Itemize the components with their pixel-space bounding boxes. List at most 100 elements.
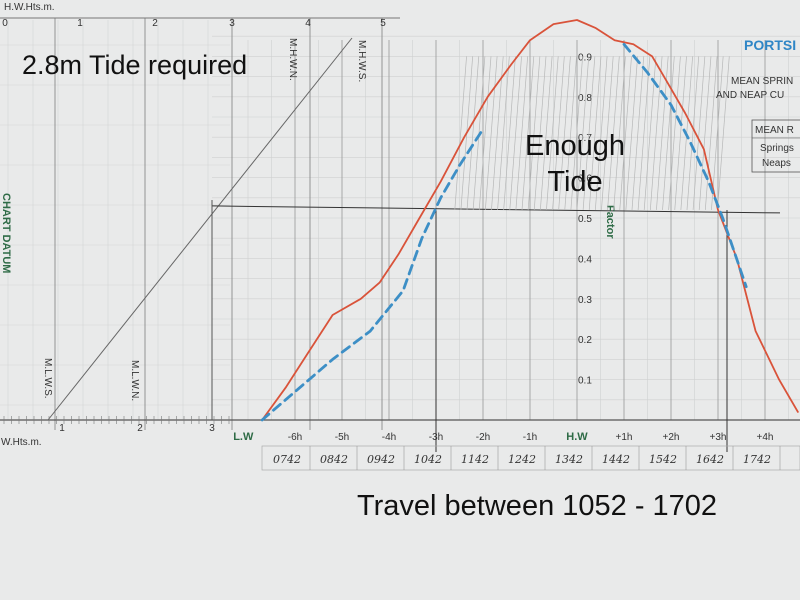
neaps-curve — [260, 127, 485, 422]
label-mhws: M.H.W.S. — [356, 40, 367, 82]
annotation-travel-window: Travel between 1052 - 1702 — [357, 490, 718, 522]
bottom-height-tick: 3 — [209, 423, 215, 434]
range-diagonal-line — [47, 37, 353, 421]
top-height-tick: 1 — [77, 18, 83, 29]
handwritten-time: 1742 — [743, 453, 771, 466]
factor-tick: 0.1 — [578, 376, 592, 387]
hatch-stroke — [582, 56, 596, 210]
chart-subtitle-line2: AND NEAP CU — [716, 90, 784, 101]
hatch-stroke — [539, 56, 553, 210]
hour-tick: +2h — [663, 432, 680, 443]
bottom-axis-label: W.Hts.m. — [1, 437, 42, 448]
hour-tick: -6h — [288, 432, 302, 443]
hatch-stroke — [491, 56, 504, 210]
hatch-stroke — [711, 56, 724, 210]
hatch-stroke — [509, 56, 522, 210]
label-mlws: M.L.W.S. — [42, 358, 53, 399]
legend-box — [751, 119, 800, 173]
legend-title: MEAN R — [755, 125, 794, 136]
hatch-stroke — [497, 56, 510, 210]
hour-tick: H.W — [566, 431, 588, 443]
hour-tick: +4h — [757, 432, 774, 443]
factor-tick: 0.3 — [578, 295, 592, 306]
factor-tick: 0.8 — [578, 93, 592, 104]
hatch-stroke — [631, 56, 645, 210]
factor-tick: 0.2 — [578, 335, 592, 346]
hour-tick: -3h — [429, 432, 443, 443]
hatch-stroke — [662, 56, 675, 210]
top-height-tick: 4 — [305, 18, 311, 29]
hatch-stroke — [692, 56, 706, 210]
hatch-stroke — [521, 56, 535, 210]
hatch-stroke — [570, 56, 583, 210]
hatch-stroke — [698, 56, 712, 210]
handwritten-time: 1342 — [555, 453, 583, 466]
hatch-stroke — [625, 56, 638, 210]
hatch-stroke — [552, 56, 565, 210]
factor-tick: 0.5 — [578, 214, 592, 225]
top-height-tick: 3 — [229, 18, 235, 29]
hatch-stroke — [485, 56, 498, 210]
hatch-stroke — [619, 56, 632, 210]
handwritten-time: 1142 — [461, 453, 489, 466]
handwritten-time: 1542 — [649, 453, 677, 466]
top-height-tick: 2 — [152, 18, 158, 29]
factor-tick: 0.7 — [578, 133, 592, 144]
hour-tick: +1h — [616, 432, 633, 443]
time-strip — [261, 445, 800, 471]
hatch-stroke — [466, 56, 480, 210]
factor-label: Factor — [604, 205, 616, 239]
hatch-stroke — [686, 56, 700, 210]
factor-tick: 0.4 — [578, 254, 592, 265]
handwritten-time: 1042 — [414, 453, 442, 466]
hatch-stroke — [454, 56, 467, 210]
handwritten-time: 1442 — [602, 453, 630, 466]
bottom-height-tick: 1 — [59, 423, 65, 434]
hatch-stroke — [674, 56, 687, 210]
legend-neaps: Neaps — [762, 158, 791, 169]
hatch-stroke — [668, 56, 681, 210]
annotation-tide-required: 2.8m Tide required — [22, 50, 248, 80]
bottom-height-tick: 2 — [137, 423, 143, 434]
handwritten-time: 0942 — [367, 453, 395, 466]
hatch-stroke — [533, 56, 547, 210]
handwritten-time: 0742 — [273, 453, 301, 466]
top-height-tick: 5 — [380, 18, 386, 29]
label-mlwn: M.L.W.N. — [129, 360, 140, 401]
annotation-enough-line2: Tide — [547, 166, 603, 198]
handwritten-time: 1642 — [696, 453, 724, 466]
factor-tick: 0.9 — [578, 52, 592, 63]
chart-datum-label: CHART DATUM — [0, 193, 12, 273]
label-mhwn: M.H.W.N. — [287, 38, 298, 81]
hatch-stroke — [717, 56, 730, 210]
hatch-stroke — [515, 56, 528, 210]
hatch-stroke — [649, 56, 663, 210]
neaps-curve — [622, 42, 748, 289]
hatch-stroke — [546, 56, 559, 210]
handwritten-time: 0842 — [320, 453, 348, 466]
top-axis-label: H.W.Hts.m. — [4, 2, 55, 13]
handwritten-time: 1242 — [508, 453, 536, 466]
chart-title: PORTSI — [744, 37, 796, 53]
springs-curve — [261, 19, 799, 421]
hatch-stroke — [601, 56, 614, 210]
annotation-enough-line1: Enough — [525, 130, 625, 162]
chart-subtitle-line1: MEAN SPRIN — [731, 76, 793, 87]
hatch-stroke — [576, 56, 590, 210]
hour-tick: -5h — [335, 432, 349, 443]
threshold-line — [211, 205, 781, 214]
hour-tick: -2h — [476, 432, 490, 443]
hour-tick: L.W — [233, 431, 254, 443]
hatch-stroke — [558, 56, 571, 210]
hatch-stroke — [607, 56, 620, 210]
hatch-stroke — [527, 56, 541, 210]
hatch-stroke — [478, 56, 492, 210]
hatch-stroke — [704, 56, 718, 210]
hatch-stroke — [594, 56, 608, 210]
hatch-stroke — [588, 56, 602, 210]
hatch-stroke — [564, 56, 577, 210]
hour-tick: +3h — [710, 432, 727, 443]
hatch-stroke — [637, 56, 651, 210]
